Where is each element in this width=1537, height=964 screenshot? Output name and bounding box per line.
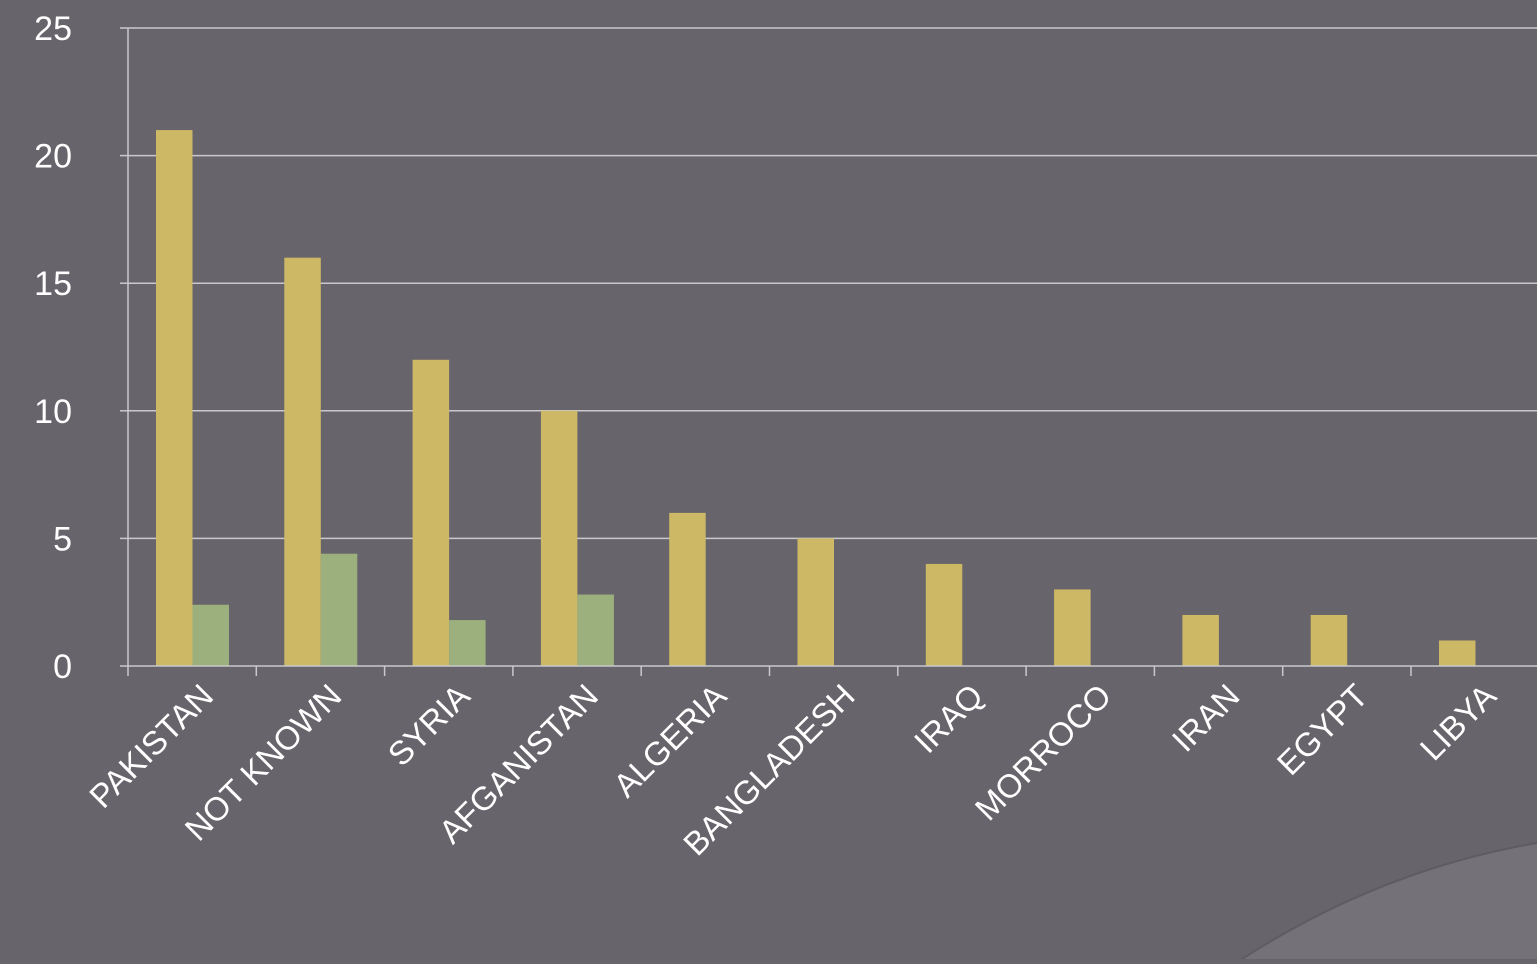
page-curl-decoration [1242, 843, 1537, 959]
bar-series-2-pakistan [192, 604, 229, 666]
bar-series-2-not-known [320, 553, 358, 666]
bars [156, 130, 1476, 666]
bar-series-1-bangladesh [797, 538, 834, 666]
x-tick-label: MORROCO [968, 677, 1119, 828]
y-tick-label: 25 [34, 10, 72, 48]
x-tick-label: EGYPT [1270, 677, 1375, 782]
axes [120, 27, 1537, 676]
bar-series-1-morroco [1054, 589, 1091, 666]
bar-series-1-not-known [284, 257, 321, 666]
x-tick-label: LIBYA [1413, 677, 1504, 768]
y-tick-label: 5 [53, 520, 72, 558]
y-tick-label: 10 [34, 393, 72, 431]
gridlines [128, 27, 1537, 540]
bar-series-2-syria [449, 620, 486, 666]
bar-series-2-afganistan [577, 594, 614, 666]
bar-series-1-pakistan [156, 130, 193, 666]
page-curl-highlight [1241, 842, 1537, 960]
y-tick-labels: 0 5 10 15 20 25 [34, 10, 72, 686]
bar-series-1-algeria [669, 512, 706, 666]
x-tick-label: IRAQ [907, 677, 990, 760]
x-tick-label: SYRIA [381, 677, 477, 773]
bar-series-1-afganistan [540, 410, 578, 666]
bar-series-1-iran [1182, 614, 1219, 666]
x-tick-label: ALGERIA [606, 677, 733, 804]
bar-series-1-iraq [925, 563, 963, 666]
y-tick-label: 20 [34, 138, 72, 176]
y-tick-label: 0 [53, 648, 72, 686]
bar-series-1-egypt [1310, 614, 1348, 666]
bar-series-1-libya [1439, 640, 1476, 666]
y-tick-label: 15 [34, 265, 72, 303]
bar-series-1-syria [412, 359, 450, 666]
x-tick-label: IRAN [1165, 677, 1247, 759]
x-tick-label: PAKISTAN [82, 677, 220, 815]
